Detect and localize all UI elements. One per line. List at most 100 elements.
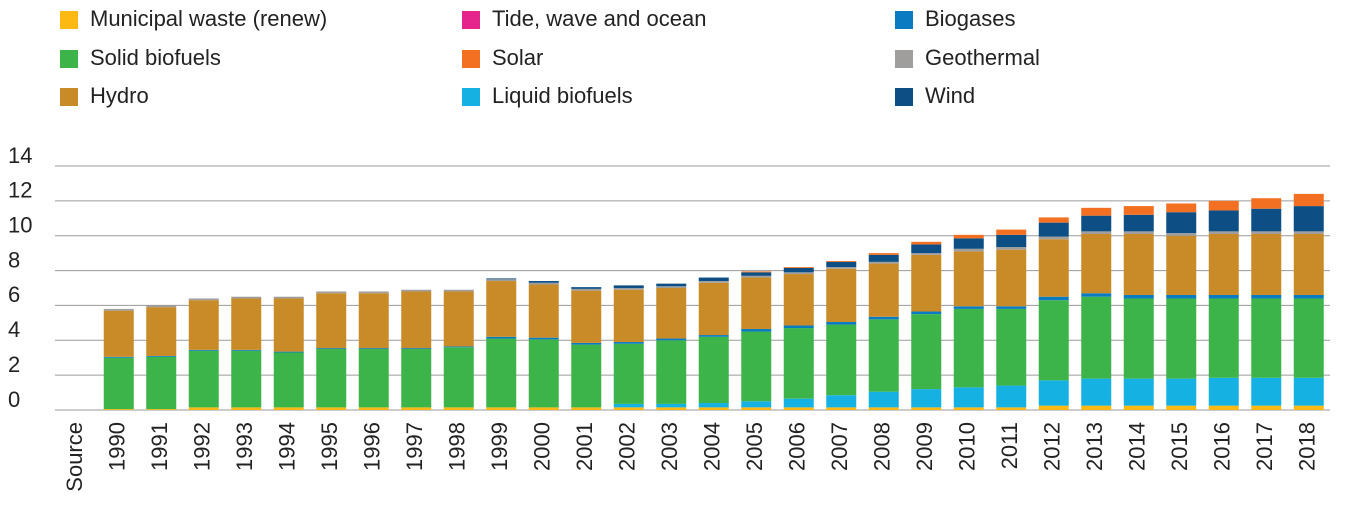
legend-swatch — [895, 11, 913, 29]
bar-segment — [868, 253, 899, 255]
y-tick-label: 10 — [8, 213, 32, 238]
bar-segment — [103, 308, 134, 311]
bar-segment — [571, 287, 602, 289]
legend-label: Geothermal — [925, 45, 1040, 70]
bar-segment — [401, 349, 432, 408]
bar-segment — [571, 290, 602, 343]
bar-segment — [613, 343, 644, 404]
y-tick-label: 14 — [8, 143, 32, 168]
bar-segment — [783, 272, 814, 275]
bar-segment — [911, 244, 942, 254]
bar-segment — [316, 407, 347, 410]
bar-segment — [273, 352, 304, 408]
bar-segment — [613, 342, 644, 344]
bar-segment — [996, 385, 1027, 408]
bar-segment — [1123, 231, 1154, 234]
bar-segment — [1293, 206, 1324, 232]
bar-segment — [1166, 235, 1197, 295]
legend-swatch — [60, 11, 78, 29]
bar-segment — [1123, 378, 1154, 406]
bar-segment — [1208, 298, 1239, 378]
bar-segment — [911, 253, 942, 255]
bar-segment — [571, 288, 602, 291]
bar-segment — [188, 300, 219, 350]
bar-segment — [231, 350, 262, 408]
bar-segment — [571, 407, 602, 410]
x-tick-label: 1994 — [275, 422, 300, 471]
bar-segment — [741, 328, 772, 332]
bar-segment — [1038, 217, 1069, 223]
bar-segment — [783, 328, 814, 399]
bar-segment — [443, 289, 474, 292]
x-tick-label: 2002 — [615, 422, 640, 471]
bar-segment — [1166, 203, 1197, 213]
bar-segment — [826, 395, 857, 408]
bar-segment — [783, 267, 814, 268]
bar-segment — [1208, 200, 1239, 211]
bar-segment — [571, 344, 602, 408]
bar-segment — [1208, 231, 1239, 234]
bar-segment — [783, 398, 814, 408]
bar-segment — [358, 293, 389, 349]
bar-segment — [316, 349, 347, 408]
bar-segment — [1038, 380, 1069, 406]
x-tick-label: 2014 — [1125, 422, 1150, 471]
legend-swatch — [462, 50, 480, 68]
legend-label: Solid biofuels — [90, 45, 221, 70]
x-tick-label: 1998 — [445, 422, 470, 471]
bar-segment — [1293, 193, 1324, 207]
bar-segment — [146, 305, 177, 308]
bar-segment — [656, 407, 687, 410]
bar-segment — [1166, 233, 1197, 236]
bar-segment — [103, 409, 134, 410]
bar-segment — [528, 339, 559, 408]
x-tick-label: 2018 — [1295, 422, 1320, 471]
bar-segment — [698, 403, 729, 408]
x-tick-label: 1995 — [317, 422, 342, 471]
bar-segment — [1293, 298, 1324, 378]
bar-segment — [443, 407, 474, 410]
x-tick-label: 2005 — [742, 422, 767, 471]
bar-segment — [1293, 231, 1324, 234]
bar-segment — [358, 348, 389, 349]
bar-segment — [1293, 405, 1324, 410]
bar-segment — [741, 407, 772, 410]
bar-segment — [358, 349, 389, 408]
bar-segment — [911, 311, 942, 315]
legend-swatch — [60, 50, 78, 68]
bar-segment — [783, 407, 814, 410]
x-tick-label: 1990 — [105, 422, 130, 471]
bar-segment — [783, 325, 814, 329]
bar-segment — [1166, 294, 1197, 299]
bar-segment — [401, 348, 432, 349]
bar-segment — [868, 261, 899, 264]
bar-segment — [953, 387, 984, 408]
bar-segment — [656, 338, 687, 341]
bar-segment — [656, 283, 687, 287]
bar-segment — [783, 267, 814, 273]
bar-segment — [1166, 378, 1197, 406]
bar-segment — [1208, 233, 1239, 295]
bar-segment — [231, 298, 262, 350]
x-tick-label: 2016 — [1210, 422, 1235, 471]
bar-segment — [146, 355, 177, 357]
x-tick-label: 1992 — [190, 422, 215, 471]
bar-segment — [1123, 214, 1154, 232]
bar-segment — [103, 356, 134, 358]
x-tick-label: 2000 — [530, 422, 555, 471]
bar-segment — [868, 263, 899, 317]
bar-segment — [698, 407, 729, 410]
x-tick-label: Source — [62, 422, 87, 492]
bar-segment — [188, 350, 219, 408]
legend-label: Solar — [492, 45, 543, 70]
bar-segment — [1251, 198, 1282, 209]
bar-segment — [783, 274, 814, 326]
bar-segment — [443, 346, 474, 348]
bar-segment — [1081, 378, 1112, 406]
legend-label: Tide, wave and ocean — [492, 6, 706, 31]
legend-label: Hydro — [90, 83, 149, 108]
bar-segment — [741, 271, 772, 273]
bar-segment — [231, 349, 262, 351]
bar-segment — [1251, 233, 1282, 295]
bar-segment — [146, 307, 177, 356]
